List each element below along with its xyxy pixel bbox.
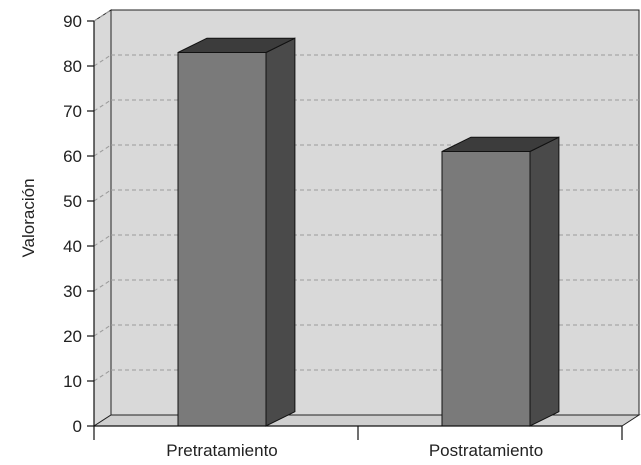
floor — [92, 414, 641, 427]
gridline-side — [93, 189, 112, 202]
gridline-side — [93, 9, 112, 22]
gridline-side — [93, 324, 112, 337]
y-tick-label: 10 — [63, 372, 82, 391]
y-tick-label: 90 — [63, 12, 82, 31]
bars — [177, 37, 560, 427]
y-tick-label: 80 — [63, 57, 82, 76]
gridline-side — [93, 99, 112, 112]
gridline-side — [93, 54, 112, 67]
gridline-side — [93, 279, 112, 292]
gridline-side — [93, 234, 112, 247]
category-label: Postratamiento — [429, 441, 543, 460]
y-tick-label: 70 — [63, 102, 82, 121]
y-tick-label: 60 — [63, 147, 82, 166]
category-label: Pretratamiento — [166, 441, 278, 460]
y-tick-label: 0 — [73, 417, 82, 436]
y-tick-label: 40 — [63, 237, 82, 256]
axes — [87, 20, 623, 440]
y-tick-labels: 0 10 20 30 40 50 60 70 80 90 — [63, 12, 82, 436]
bar-side — [265, 37, 296, 427]
bar — [441, 151, 531, 427]
y-tick-label: 30 — [63, 282, 82, 301]
y-tick-label: 50 — [63, 192, 82, 211]
category-labels: Pretratamiento Postratamiento — [166, 441, 543, 460]
side-wall — [93, 9, 112, 427]
y-axis-title: Valoración — [19, 178, 38, 257]
gridline-side — [93, 144, 112, 157]
bar — [177, 52, 267, 427]
y-tick-label: 20 — [63, 327, 82, 346]
gridline-side — [93, 369, 112, 382]
bar-side — [529, 136, 560, 427]
